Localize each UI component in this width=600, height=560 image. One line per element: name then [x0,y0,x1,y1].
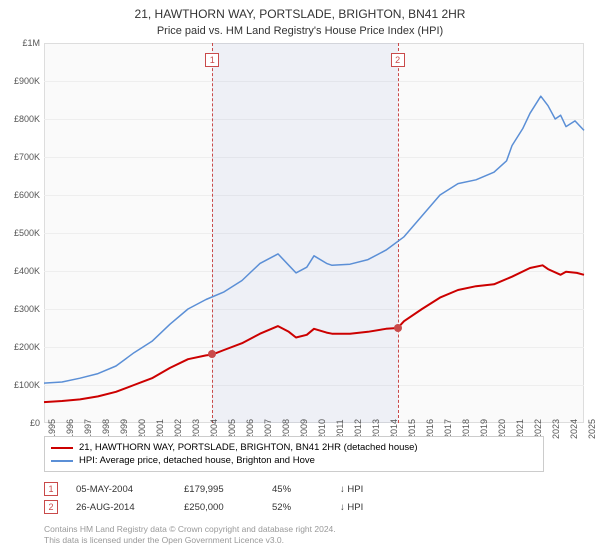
x-tick-label: 2024 [569,419,579,439]
x-tick-label: 2025 [587,419,597,439]
sales-row: 2 26-AUG-2014 £250,000 52% ↓ HPI [44,498,363,516]
sales-row-pct: 52% [272,502,322,513]
sales-table: 1 05-MAY-2004 £179,995 45% ↓ HPI 2 26-AUG-2014… [44,480,363,516]
sales-row-date: 05-MAY-2004 [76,484,166,495]
series-hpi [44,96,584,383]
attribution: Contains HM Land Registry data © Crown c… [44,524,584,546]
x-tick-label: 2023 [551,419,561,439]
y-tick-label: £1M [0,38,40,48]
y-tick-label: £800K [0,114,40,124]
sales-row-price: £179,995 [184,484,254,495]
sale-dot [394,324,402,332]
chart-container: 21, HAWTHORN WAY, PORTSLADE, BRIGHTON, B… [0,0,600,560]
chart-title: 21, HAWTHORN WAY, PORTSLADE, BRIGHTON, B… [0,0,600,25]
attribution-line: Contains HM Land Registry data © Crown c… [44,524,584,535]
legend-item: 21, HAWTHORN WAY, PORTSLADE, BRIGHTON, B… [51,441,537,454]
series-price_paid [44,265,584,402]
sale-marker-2: 2 [391,53,405,67]
y-tick-label: £100K [0,380,40,390]
legend-label: HPI: Average price, detached house, Brig… [79,455,315,466]
y-tick-label: £700K [0,152,40,162]
legend-label: 21, HAWTHORN WAY, PORTSLADE, BRIGHTON, B… [79,442,418,453]
sales-row-date: 26-AUG-2014 [76,502,166,513]
sales-row-hpi: ↓ HPI [340,484,363,495]
y-tick-label: £300K [0,304,40,314]
chart-subtitle: Price paid vs. HM Land Registry's House … [0,25,600,43]
y-tick-label: £600K [0,190,40,200]
attribution-line: This data is licensed under the Open Gov… [44,535,584,546]
sales-row: 1 05-MAY-2004 £179,995 45% ↓ HPI [44,480,363,498]
y-tick-label: £900K [0,76,40,86]
legend-swatch [51,460,73,462]
sales-row-marker: 1 [44,482,58,496]
line-series-layer [44,43,584,423]
y-tick-label: £400K [0,266,40,276]
legend: 21, HAWTHORN WAY, PORTSLADE, BRIGHTON, B… [44,436,544,472]
y-tick-label: £200K [0,342,40,352]
sale-marker-1: 1 [205,53,219,67]
sales-row-hpi: ↓ HPI [340,502,363,513]
legend-item: HPI: Average price, detached house, Brig… [51,454,537,467]
sales-row-pct: 45% [272,484,322,495]
chart-plot-area: 12 [44,43,584,423]
sales-row-price: £250,000 [184,502,254,513]
y-tick-label: £500K [0,228,40,238]
legend-swatch [51,447,73,449]
y-tick-label: £0 [0,418,40,428]
sales-row-marker: 2 [44,500,58,514]
